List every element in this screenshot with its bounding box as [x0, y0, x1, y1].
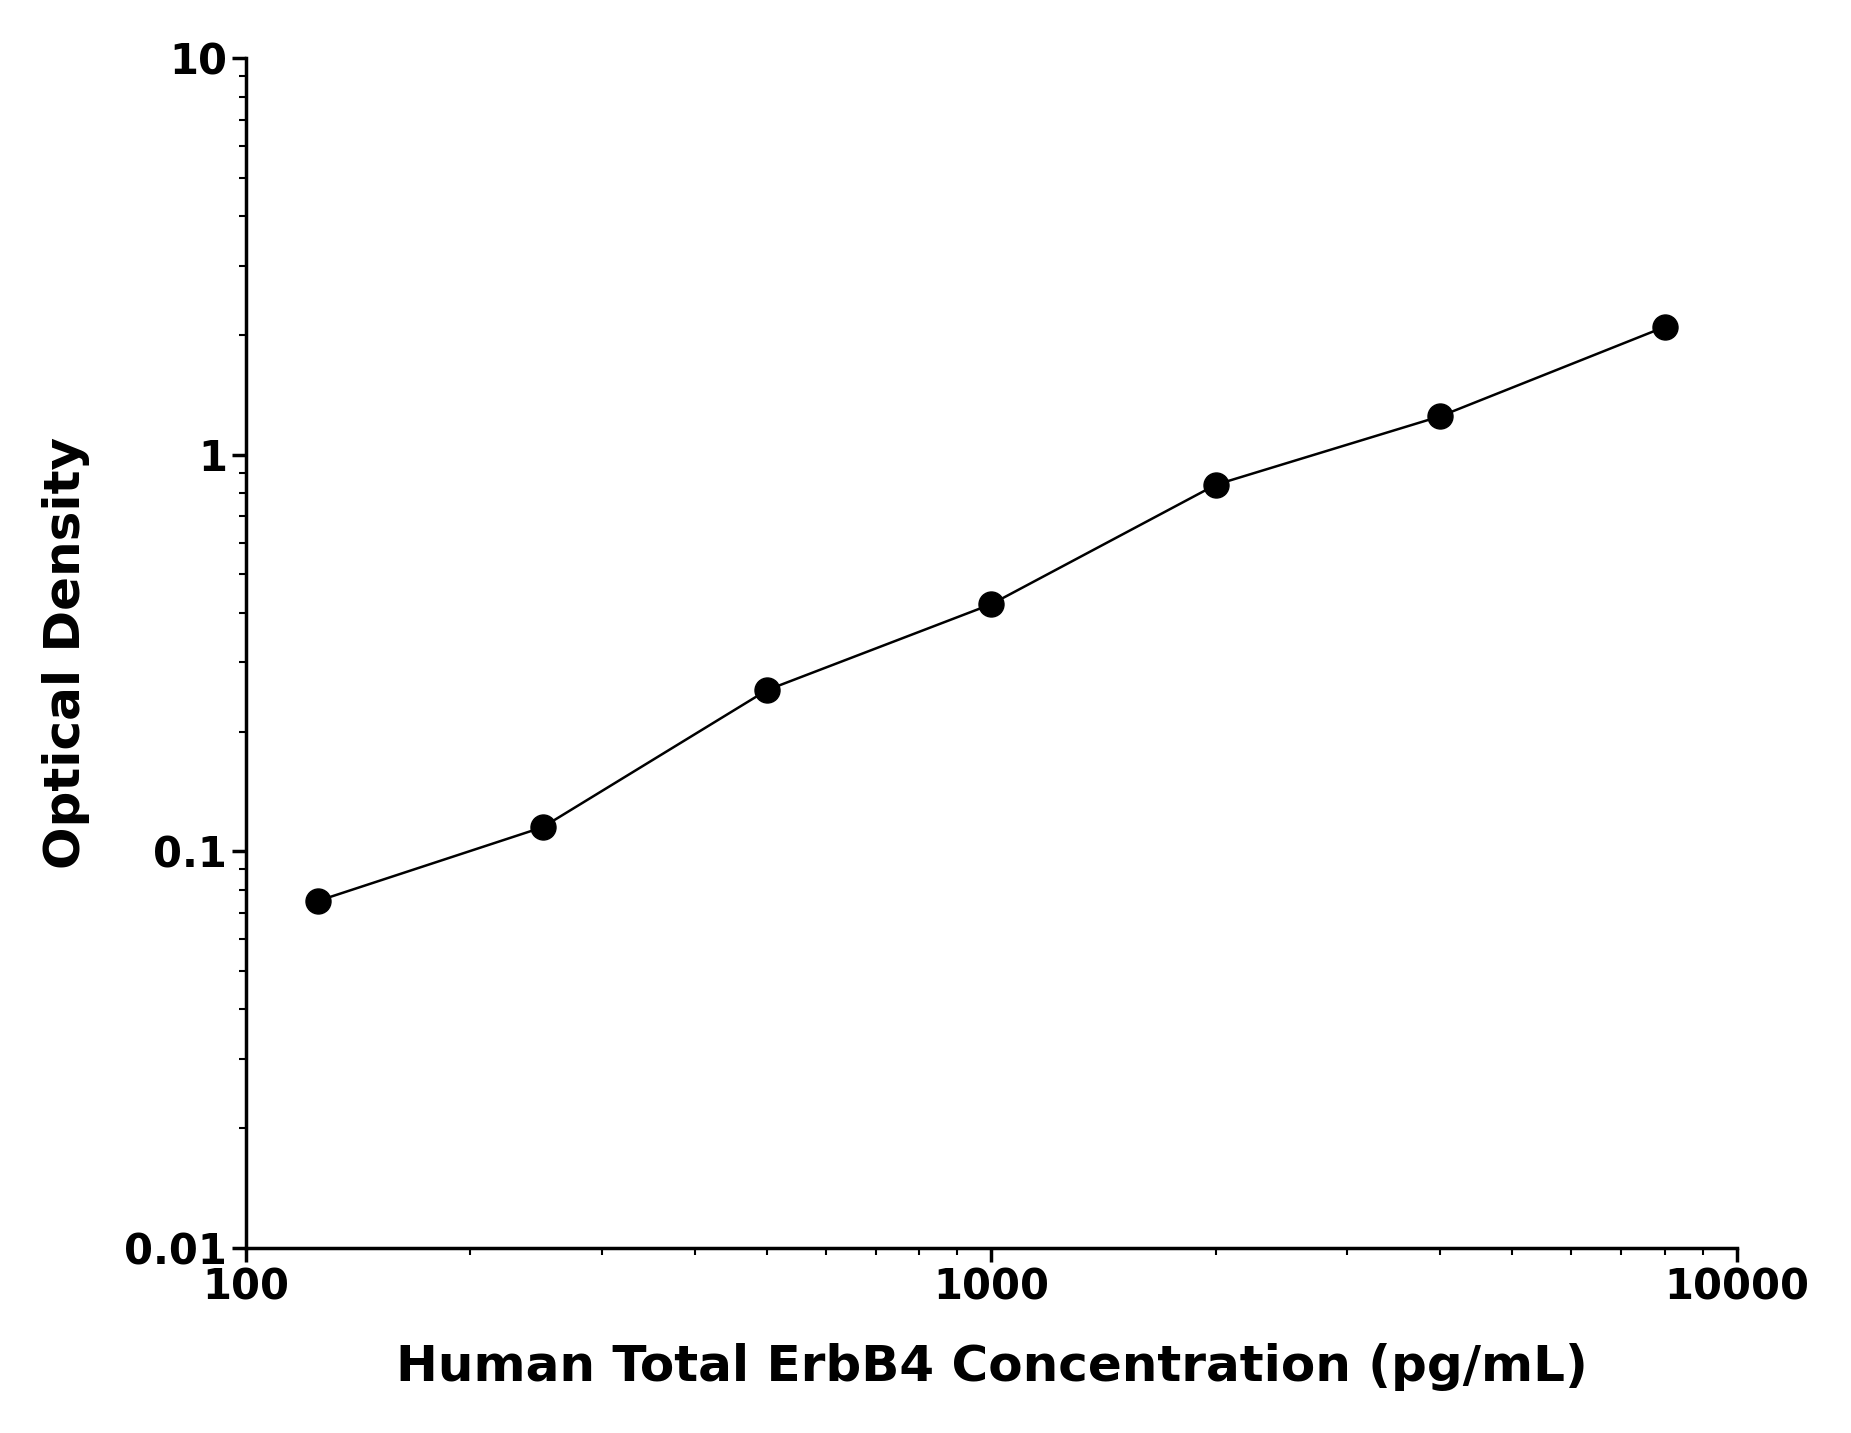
Point: [1425, 406, 1455, 428]
Point: [977, 593, 1007, 616]
Point: [1201, 473, 1231, 496]
Y-axis label: Optical Density: Optical Density: [43, 437, 89, 868]
Point: [1649, 315, 1679, 338]
X-axis label: Human Total ErbB4 Concentration (pg/mL): Human Total ErbB4 Concentration (pg/mL): [396, 1343, 1588, 1391]
Point: [752, 679, 781, 702]
Point: [304, 890, 333, 913]
Point: [528, 815, 557, 838]
